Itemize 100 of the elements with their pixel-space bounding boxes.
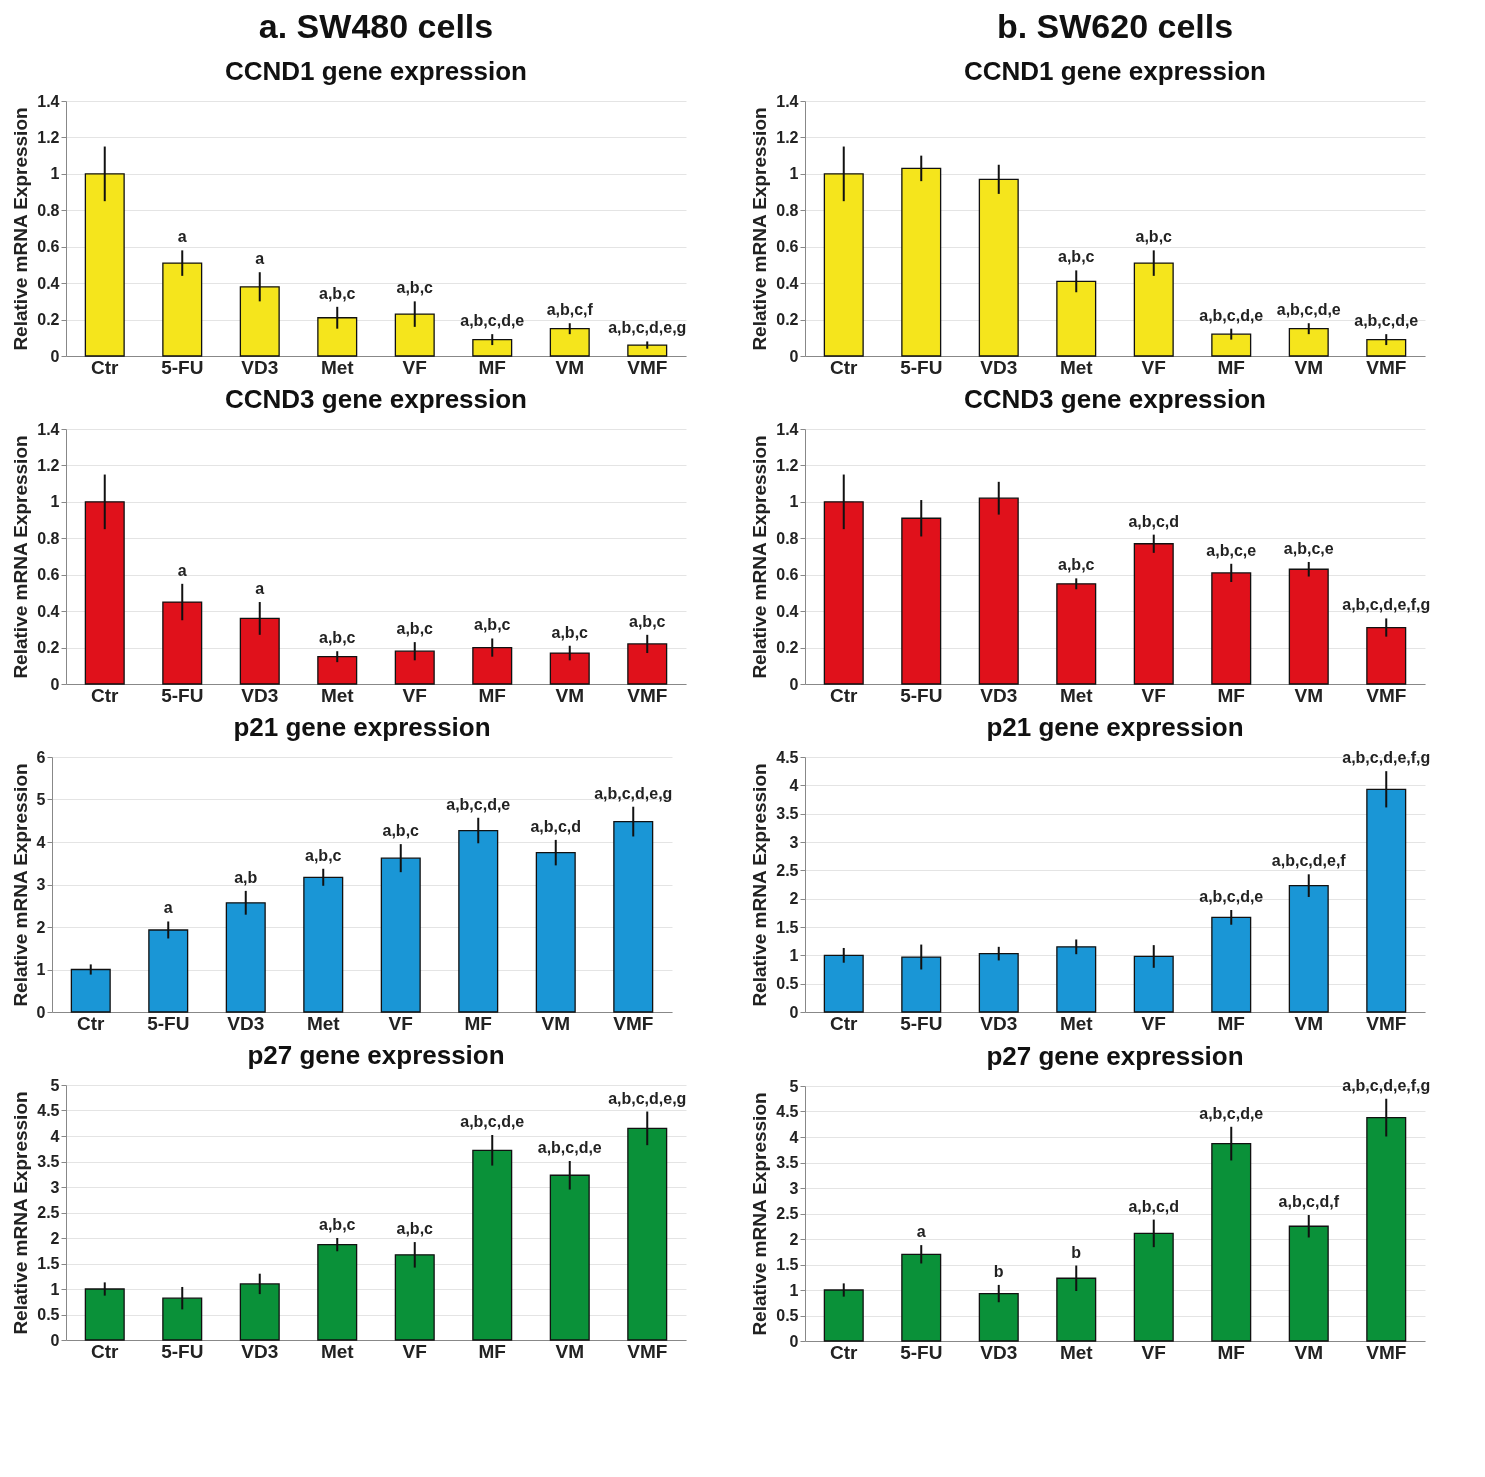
chart-title: p21 gene expression [233, 712, 491, 742]
annotation: a [255, 250, 265, 268]
x-tick-label: Met [1059, 356, 1094, 378]
chart-title: a. SW480 cells [258, 7, 494, 45]
annotation: a,b,c,e [1206, 541, 1257, 559]
annotation: a,b,c,d [1128, 512, 1180, 530]
y-tick-label: 1.4 [776, 92, 799, 110]
x-tick-label: MF [464, 1012, 492, 1034]
x-tick-label: Ctr [830, 1341, 859, 1363]
x-tick-label: MF [478, 1340, 506, 1362]
annotation: b [1071, 1243, 1082, 1261]
y-tick-label: 4 [789, 776, 799, 794]
y-tick-label: 3.5 [37, 1153, 60, 1170]
x-tick-label: VF [1141, 356, 1166, 378]
annotation: a,b,c [319, 284, 356, 302]
annotation: a,b,c [396, 279, 434, 297]
annotation: a,b,c,d,e,f,g [1342, 749, 1431, 767]
x-tick-label: VF [1141, 1012, 1166, 1034]
y-tick-label: 5 [50, 1076, 60, 1094]
x-tick-label: MF [1217, 1341, 1245, 1363]
y-axis-title: Relative mRNA Expression [10, 435, 32, 679]
chart-subtitle: CCND1 gene expression [225, 56, 527, 86]
x-tick-label: VM [555, 684, 584, 706]
x-tick-label: VMF [1366, 684, 1407, 706]
y-tick-label: 0.4 [776, 602, 799, 620]
annotation: a,b,c,d,e [1199, 306, 1264, 324]
y-tick-label: 2 [36, 918, 46, 936]
x-tick-label: Met [1059, 684, 1094, 706]
y-tick-label: 0.8 [776, 529, 799, 547]
x-tick-label: VF [402, 356, 427, 378]
y-tick-label: 1.4 [776, 420, 799, 438]
y-tick-label: 1 [50, 493, 60, 511]
annotation: a,b,c [305, 846, 342, 864]
y-tick-label: 0.6 [37, 566, 60, 584]
y-tick-label: 0.5 [776, 1307, 799, 1324]
chart-title: CCND3 gene expression [225, 384, 527, 414]
annotation: a,b,c [319, 1216, 356, 1233]
bar [1366, 338, 1407, 357]
y-tick-label: 0 [789, 347, 799, 365]
x-tick-label: VMF [627, 1340, 668, 1362]
y-axis-title: Relative mRNA Expression [749, 435, 771, 679]
y-tick-label: 0.6 [37, 238, 60, 256]
x-tick-label: Met [306, 1012, 341, 1034]
chart-title: b. SW620 cells [996, 7, 1234, 45]
y-axis-title: Relative mRNA Expression [9, 763, 31, 1007]
y-tick-label: 1.4 [37, 420, 60, 438]
bar [627, 344, 668, 357]
y-tick-label: 1.5 [776, 1256, 799, 1273]
x-tick-label: VD3 [980, 684, 1018, 706]
y-tick-label: 1.2 [776, 456, 799, 474]
y-tick-label: 5 [36, 791, 46, 808]
y-tick-label: 3 [36, 876, 46, 893]
chart-title: p27 gene expression [247, 1040, 505, 1070]
y-axis-title: Relative mRNA Expression [749, 107, 771, 351]
annotation: a [177, 228, 187, 246]
y-tick-label: 1.2 [37, 456, 60, 474]
y-tick-label: 1.2 [37, 128, 60, 146]
y-tick-label: 0 [36, 1003, 46, 1021]
annotation: a [163, 899, 173, 917]
annotation: a,b,c [551, 623, 589, 641]
x-tick-label: VM [555, 356, 584, 378]
y-tick-label: 2.5 [776, 861, 799, 879]
x-tick-label: VD3 [980, 1012, 1018, 1034]
y-tick-label: 4.5 [776, 748, 799, 766]
x-tick-label: VMF [1366, 1012, 1407, 1034]
x-tick-label: VF [1141, 684, 1166, 706]
x-tick-label: 5-FU [900, 1012, 943, 1034]
y-tick-label: 0.4 [37, 274, 60, 292]
x-tick-label: VMF [627, 684, 668, 706]
x-tick-label: VM [541, 1012, 570, 1034]
x-tick-label: Ctr [830, 1012, 859, 1034]
x-tick-label: MF [478, 684, 506, 706]
chart-title: p21 gene expression [986, 712, 1244, 742]
x-tick-label: VMF [1366, 356, 1407, 378]
annotation: a [916, 1223, 926, 1241]
annotation: a,b,c [382, 822, 420, 840]
x-tick-label: VF [402, 1340, 427, 1362]
y-tick-label: 0.5 [37, 1306, 60, 1323]
x-tick-label: VM [1294, 684, 1323, 706]
annotation: a,b,c,d [530, 817, 582, 835]
y-tick-label: 0.2 [776, 311, 799, 329]
y-tick-label: 1.4 [37, 92, 60, 110]
x-tick-label: Met [320, 356, 355, 378]
annotation: a,b,c,d,f [1278, 1193, 1340, 1211]
annotation: a,b,c,d,e [460, 312, 525, 330]
chart-title: CCND3 gene expression [964, 384, 1266, 414]
x-tick-label: VD3 [227, 1012, 265, 1034]
y-tick-label: 2 [50, 1229, 60, 1247]
x-tick-label: 5-FU [161, 1340, 204, 1362]
annotation: a,b,c,d,e [460, 1112, 525, 1130]
y-tick-label: 0.8 [37, 529, 60, 547]
x-tick-label: VD3 [241, 1340, 279, 1362]
y-axis-title: Relative mRNA Expression [749, 763, 771, 1007]
annotation: a,b,c,d,e,g [608, 1089, 687, 1107]
x-tick-label: VM [1294, 356, 1323, 378]
annotation: a [177, 561, 187, 579]
annotation: a,b,c [319, 629, 356, 647]
y-tick-label: 6 [36, 748, 46, 766]
x-tick-label: VF [1141, 1341, 1166, 1363]
chart-subtitle: CCND1 gene expression [964, 56, 1266, 86]
